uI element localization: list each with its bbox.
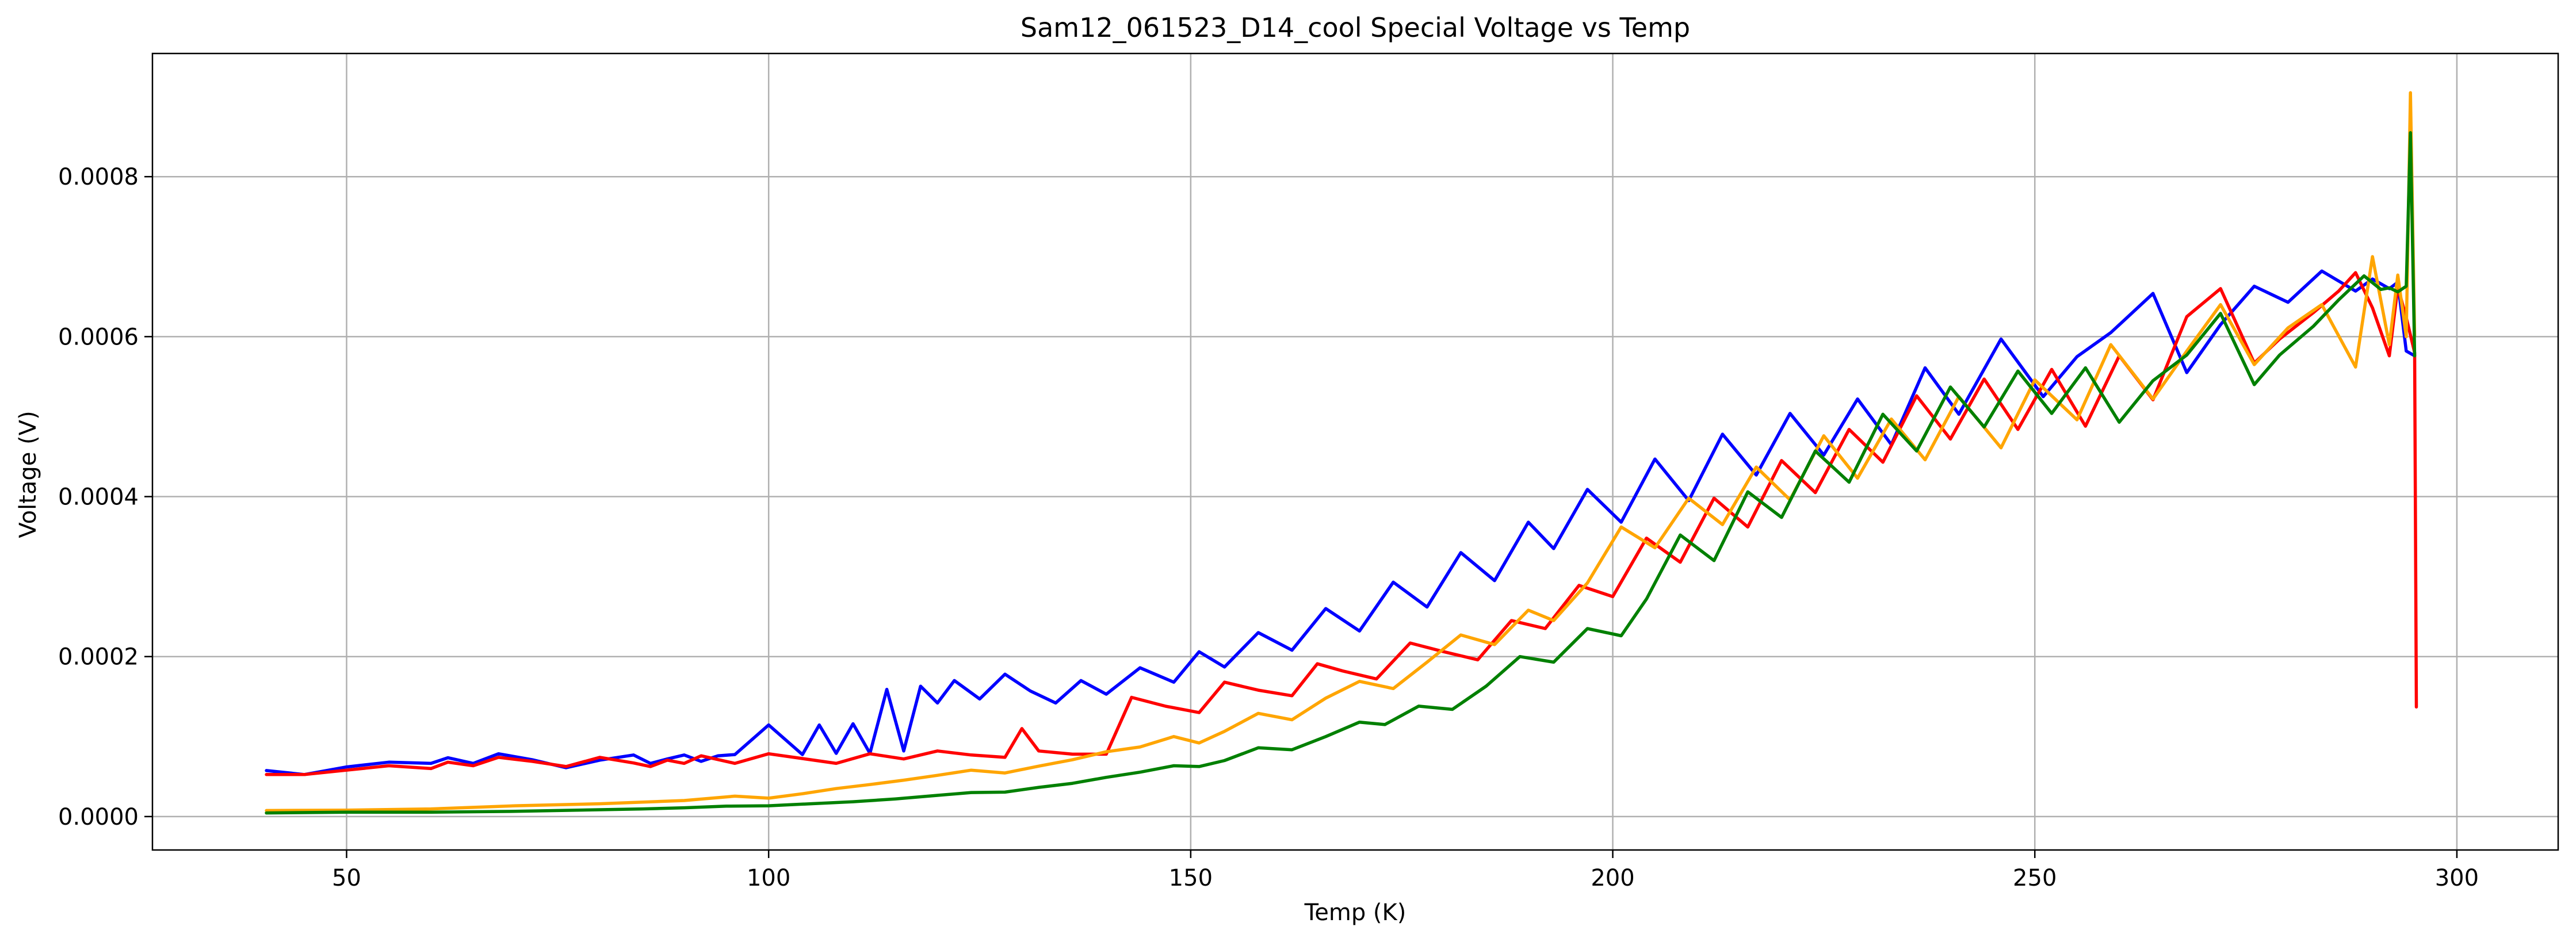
series-line-4: [265, 131, 2417, 815]
y-tick-label: 0.0000: [58, 804, 139, 830]
y-tick-label: 0.0008: [58, 164, 139, 190]
y-tick-label: 0.0006: [58, 324, 139, 350]
x-tick-label: 250: [2013, 865, 2057, 891]
chart-title: Sam12_061523_D14_cool Special Voltage vs…: [1021, 12, 1690, 43]
y-tick-label: 0.0002: [58, 644, 139, 671]
plot-frame: [151, 52, 2559, 851]
x-tick-label: 50: [332, 865, 361, 891]
plot-lines: [265, 91, 2418, 815]
series-line-3: [265, 91, 2417, 813]
series-line-1: [265, 269, 2417, 776]
y-tick-label: 0.0004: [58, 484, 139, 511]
x-tick-label: 150: [1169, 865, 1213, 891]
axis-ticks: 50 100 150 200 250 300 0.0000 0.0002 0.0004 0.000…: [58, 164, 2479, 891]
x-tick-label: 200: [1591, 865, 1634, 891]
series-line-2: [265, 271, 2418, 776]
y-axis-label: Voltage (V): [15, 411, 41, 538]
x-tick-label: 100: [747, 865, 790, 891]
x-tick-label: 300: [2435, 865, 2479, 891]
grid-lines: [152, 53, 2558, 850]
x-axis-label: Temp (K): [1304, 899, 1407, 926]
